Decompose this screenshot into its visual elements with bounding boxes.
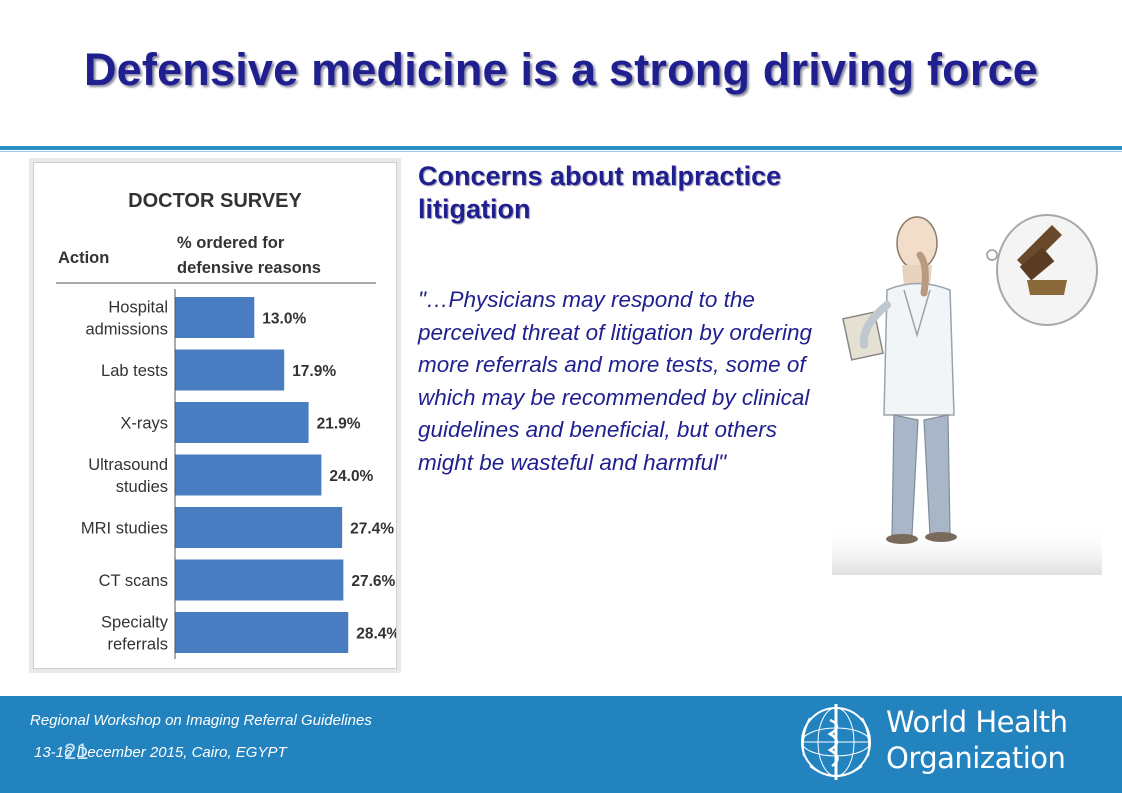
category-label-2-0: X-rays [120, 415, 168, 433]
who-wordmark: World Health Organization [886, 704, 1068, 776]
title-divider-highlight [0, 151, 1122, 152]
value-label-2: 21.9% [317, 416, 361, 433]
value-header-line-2: defensive reasons [177, 259, 321, 277]
category-header: Action [58, 249, 109, 267]
chart-title: DOCTOR SURVEY [128, 190, 302, 212]
page-number: 21 [64, 739, 89, 764]
title-divider [0, 146, 1122, 150]
quote-text: "…Physicians may respond to the perceive… [418, 287, 812, 475]
value-label-4: 27.4% [350, 521, 394, 538]
bar-3 [175, 454, 322, 496]
chart-canvas: DOCTOR SURVEY Action % ordered for defensiv… [56, 190, 396, 659]
category-label-0-0: Hospital [108, 299, 168, 317]
value-label-1: 17.9% [292, 363, 336, 380]
footer-event-dates: 13-16 December 2015, Cairo, EGYPT [34, 744, 287, 761]
bar-0 [175, 297, 255, 338]
value-label-6: 28.4% [356, 626, 396, 643]
bar-5 [175, 559, 344, 601]
who-name-line2: Organization [886, 741, 1066, 775]
category-label-3-0: Ultrasound [88, 456, 168, 474]
category-label-5-0: CT scans [99, 572, 168, 590]
category-label-3-1: studies [116, 478, 168, 496]
doctor-thinking-illustration [832, 214, 1102, 575]
category-label-6-0: Specialty [101, 614, 169, 632]
footer-event-name: Regional Workshop on Imaging Referral Gu… [30, 712, 372, 729]
footer-bar: Regional Workshop on Imaging Referral Gu… [0, 696, 1122, 793]
category-label-1-0: Lab tests [101, 362, 168, 380]
value-header-line-1: % ordered for [177, 234, 285, 252]
value-label-3: 24.0% [329, 468, 373, 485]
value-label-0: 13.0% [262, 311, 306, 328]
category-label-6-1: referrals [107, 636, 168, 654]
value-label-5: 27.6% [351, 573, 395, 590]
bar-4 [175, 507, 343, 548]
doctor-survey-chart: DOCTOR SURVEY Action % ordered for defensiv… [33, 162, 397, 669]
bar-2 [175, 402, 309, 443]
slide-title: Defensive medicine is a strong driving f… [83, 44, 1039, 95]
bar-1 [175, 349, 285, 391]
bar-6 [175, 612, 349, 653]
category-label-0-1: admissions [85, 321, 168, 339]
who-name-line1: World Health [886, 705, 1068, 739]
who-emblem-icon [801, 704, 871, 780]
category-label-4-0: MRI studies [81, 520, 168, 538]
subheading: Concerns about malpractice litigation [418, 161, 782, 224]
